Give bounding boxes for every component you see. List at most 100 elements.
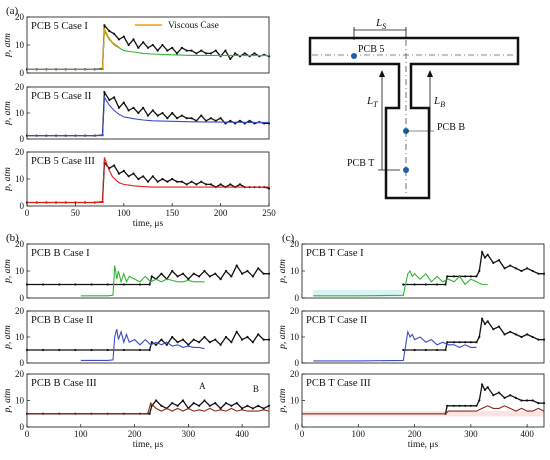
- data-point: [151, 43, 154, 47]
- data-point: [122, 348, 125, 352]
- data-point: [452, 275, 456, 278]
- data-point: [146, 114, 150, 117]
- y-axis-label: p, atm: [3, 388, 13, 413]
- data-point: [475, 404, 478, 407]
- data-point: [241, 338, 244, 341]
- y-tick-label: 10: [15, 332, 25, 342]
- data-point: [214, 272, 217, 275]
- data-point: [74, 348, 77, 352]
- y-tick-label: 20: [15, 82, 25, 92]
- data-point: [235, 402, 238, 405]
- data-point: [537, 338, 540, 341]
- y-axis-label: p, atm: [3, 33, 13, 58]
- chart-title: PCB 5 Case I: [31, 21, 88, 32]
- data-point: [219, 343, 222, 346]
- chart-title: PCB T Case III: [306, 378, 371, 389]
- data-point: [108, 98, 111, 102]
- series-line-black: [403, 316, 544, 351]
- data-point: [402, 283, 405, 286]
- x-tick-label: 0: [25, 429, 30, 439]
- y-axis-label: p, atm: [3, 101, 13, 126]
- chart-1: 0 10 20 p, atm PCB 5 Case I Viscous Case: [3, 12, 271, 78]
- data-point: [446, 275, 449, 278]
- data-point: [497, 259, 501, 262]
- data-point: [175, 117, 179, 120]
- data-point: [146, 180, 150, 183]
- data-point: [480, 383, 484, 386]
- data-point: [151, 109, 154, 112]
- chart-7: 0 10 20p, atm PCB T Case I: [278, 239, 546, 303]
- data-point: [192, 338, 195, 341]
- data-point: [197, 404, 201, 407]
- data-point: [181, 338, 185, 341]
- data-point: [113, 164, 116, 167]
- data-point: [514, 267, 517, 270]
- data-point: [113, 32, 116, 35]
- y-tick-label: 10: [15, 266, 25, 276]
- lt-arrow-top: [379, 70, 385, 77]
- data-point: [246, 269, 249, 273]
- data-point: [185, 117, 188, 120]
- data-point: [514, 333, 517, 336]
- data-point: [171, 335, 174, 339]
- data-point: [229, 183, 232, 186]
- y-axis-label: p, atm: [3, 325, 13, 350]
- y-tick-label: 0: [20, 422, 25, 432]
- data-point: [103, 24, 106, 27]
- data-point: [187, 278, 190, 281]
- data-point: [160, 404, 163, 407]
- chart-title: PCB B Case I: [31, 248, 90, 259]
- series-line-black: [27, 330, 269, 351]
- data-point: [267, 338, 271, 341]
- pcbt-sensor-dot: [403, 167, 409, 173]
- data-point: [483, 256, 487, 259]
- x-tick-label: 400: [520, 429, 534, 439]
- data-point: [117, 38, 121, 41]
- data-point: [219, 407, 222, 410]
- data-point: [204, 119, 208, 122]
- data-point: [195, 52, 198, 55]
- data-point: [171, 402, 174, 405]
- y-tick-label: 20: [15, 369, 25, 379]
- data-point: [148, 283, 151, 286]
- panel-label-b: (b): [6, 232, 19, 244]
- data-point: [248, 119, 251, 122]
- data-point: [224, 122, 227, 125]
- data-point: [486, 320, 489, 323]
- data-point: [480, 251, 484, 254]
- data-point: [235, 330, 238, 333]
- data-point: [214, 402, 217, 405]
- data-point: [446, 341, 449, 344]
- data-point: [542, 402, 546, 405]
- data-point: [267, 404, 271, 407]
- data-point: [483, 322, 487, 326]
- y-tick-label: 20: [15, 306, 25, 316]
- data-point: [160, 272, 163, 275]
- data-point: [132, 38, 135, 41]
- series-line-orange: [101, 27, 121, 69]
- data-point: [251, 275, 254, 278]
- data-point: [251, 341, 254, 344]
- data-point: [229, 119, 232, 122]
- series-line-green: [80, 265, 205, 297]
- data-point: [251, 407, 254, 410]
- data-point: [478, 335, 481, 339]
- data-point: [117, 172, 121, 175]
- data-point: [241, 272, 244, 275]
- y-axis-label: p, atm: [278, 388, 288, 413]
- data-point: [175, 180, 179, 183]
- data-point: [262, 407, 265, 410]
- data-point: [200, 114, 203, 117]
- data-point: [150, 341, 153, 344]
- data-point: [187, 343, 190, 346]
- data-point: [483, 388, 487, 391]
- y-tick-label: 20: [290, 369, 300, 379]
- data-point: [475, 275, 478, 278]
- data-point: [214, 49, 217, 52]
- data-point: [452, 404, 456, 407]
- y-tick-label: 10: [15, 174, 25, 184]
- data-point: [486, 253, 489, 256]
- data-point: [235, 264, 238, 267]
- series-line-black: [27, 264, 269, 286]
- y-tick-label: 0: [20, 201, 25, 211]
